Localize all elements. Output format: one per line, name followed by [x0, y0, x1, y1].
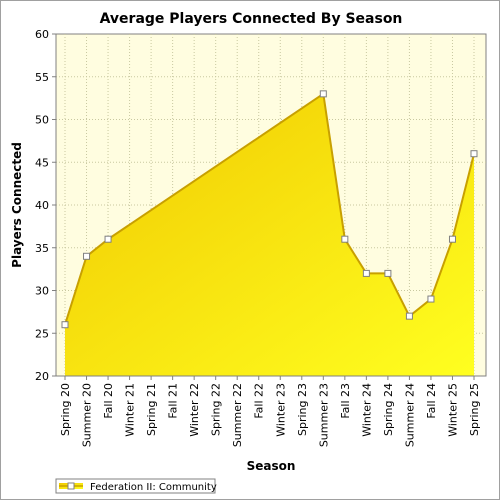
y-axis-ticks: 20 25 30 35 40 45 50 55 60 — [35, 28, 56, 383]
data-point — [470, 150, 478, 158]
y-tick-label: 30 — [35, 285, 49, 298]
x-tick-label: Winter 21 — [124, 383, 137, 437]
data-point — [427, 295, 435, 303]
x-axis-ticks: Spring 20 Summer 20 Fall 20 Winter 21 Spring… — [59, 376, 481, 447]
data-point — [448, 235, 456, 243]
x-tick-label: Fall 23 — [339, 383, 352, 419]
x-tick-label: Winter 24 — [360, 383, 373, 437]
x-tick-label: Spring 20 — [59, 383, 72, 436]
x-tick-label: Summer 22 — [231, 383, 244, 447]
x-tick-label: Summer 20 — [81, 383, 94, 447]
x-tick-label: Spring 25 — [468, 383, 481, 436]
legend: Federation II: Community — [55, 478, 217, 494]
data-point — [384, 269, 392, 277]
x-tick-label: Fall 22 — [253, 383, 266, 419]
x-axis-label: Season — [247, 459, 296, 473]
x-tick-label: Fall 20 — [102, 383, 115, 419]
x-tick-label: Summer 23 — [317, 383, 330, 447]
y-axis-label: Players Connected — [10, 142, 24, 268]
x-tick-label: Spring 24 — [382, 383, 395, 436]
data-point — [61, 321, 69, 329]
legend-marker — [67, 482, 75, 490]
legend-box — [55, 478, 216, 494]
chart-title: Average Players Connected By Season — [100, 11, 403, 27]
x-tick-label: Winter 25 — [446, 383, 459, 437]
data-point — [341, 235, 349, 243]
legend-label: Federation II: Community — [90, 482, 217, 493]
x-tick-label: Winter 23 — [274, 383, 287, 437]
data-point — [104, 235, 112, 243]
y-tick-label: 25 — [35, 327, 49, 340]
data-markers — [61, 90, 478, 329]
x-tick-label: Winter 22 — [188, 383, 201, 437]
x-tick-label: Spring 23 — [296, 383, 309, 436]
y-tick-label: 40 — [35, 199, 49, 212]
y-tick-label: 50 — [35, 114, 49, 127]
data-point — [362, 269, 370, 277]
data-point — [83, 252, 91, 260]
y-tick-label: 45 — [35, 156, 49, 169]
area-series — [65, 93, 474, 376]
y-tick-label: 35 — [35, 242, 49, 255]
x-tick-label: Fall 24 — [425, 383, 438, 419]
x-tick-label: Fall 21 — [167, 383, 180, 419]
x-tick-label: Summer 24 — [403, 383, 416, 447]
data-point — [319, 90, 327, 98]
x-tick-label: Spring 21 — [145, 383, 158, 436]
x-tick-label: Spring 22 — [210, 383, 223, 436]
y-tick-label: 55 — [35, 71, 49, 84]
data-point — [405, 312, 413, 320]
y-tick-label: 20 — [35, 370, 49, 383]
y-tick-label: 60 — [35, 28, 49, 41]
